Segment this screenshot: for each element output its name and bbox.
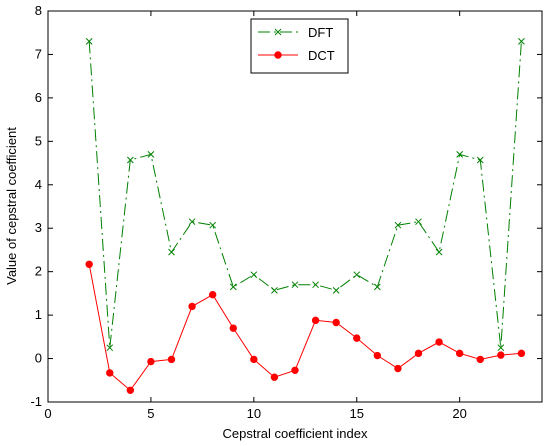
y-tick-label: 0	[35, 351, 42, 366]
x-tick-label: 10	[247, 406, 261, 421]
data-point-dft	[476, 156, 484, 164]
legend-label-dft: DFT	[308, 25, 333, 40]
x-tick-label: 5	[147, 406, 154, 421]
data-point-dct	[497, 351, 505, 359]
data-point-dft	[353, 271, 361, 279]
data-point-dct	[311, 316, 320, 325]
data-point-dct	[394, 364, 402, 373]
series-line-dct	[88, 264, 522, 392]
data-point-dft	[332, 286, 340, 294]
data-point-dft	[209, 221, 217, 229]
y-tick-label: 7	[35, 46, 42, 61]
data-point-dct	[208, 290, 217, 299]
data-point-dct	[167, 355, 176, 364]
data-point-dft	[271, 286, 278, 294]
series-line-dft	[88, 41, 522, 348]
legend-marker-symbol	[274, 28, 282, 36]
legend-marker-symbol	[274, 51, 282, 59]
data-point-dct	[455, 349, 464, 358]
y-tick-label: 1	[35, 307, 42, 322]
data-point-dft	[168, 248, 175, 256]
data-point-dct	[229, 324, 237, 332]
data-point-dct	[188, 302, 196, 311]
data-point-dft	[312, 281, 319, 289]
data-point-dft	[394, 221, 402, 229]
legend-box	[250, 18, 349, 74]
y-tick-label: -1	[30, 394, 42, 409]
series-layer	[85, 38, 526, 394]
data-point-dct	[435, 338, 443, 346]
legend-marker-dft	[274, 28, 282, 36]
x-tick-label: 20	[452, 406, 466, 421]
y-tick-label: 6	[35, 90, 42, 105]
data-point-dct	[106, 369, 114, 377]
data-point-dft	[85, 38, 93, 45]
data-point-dct	[373, 351, 382, 360]
data-point-dft	[147, 151, 155, 158]
data-point-dft	[435, 248, 443, 256]
y-tick-label: 3	[35, 220, 42, 235]
data-point-dft	[188, 218, 196, 226]
data-point-dct	[147, 357, 155, 366]
legend: DFT DCT	[250, 18, 349, 74]
data-point-dft	[229, 283, 237, 291]
data-point-dct	[517, 349, 526, 358]
data-point-dct	[414, 349, 423, 358]
plot-area	[47, 10, 543, 403]
data-point-dct	[126, 386, 135, 394]
y-axis-title: Value of cepstral coefficient	[4, 127, 19, 285]
legend-marker-dct	[274, 51, 282, 59]
legend-label-dct: DCT	[308, 48, 335, 63]
data-point-dct	[353, 334, 361, 342]
data-point-dct	[250, 355, 258, 364]
data-point-dft	[415, 218, 422, 226]
x-tick-label: 15	[350, 406, 364, 421]
y-tick-label: 8	[35, 3, 42, 18]
data-point-dft	[250, 271, 258, 279]
data-point-dct	[291, 366, 299, 374]
y-tick-label: 4	[35, 177, 42, 192]
x-tick-label: 0	[44, 406, 51, 421]
data-point-dft	[456, 151, 464, 158]
data-point-dft	[291, 281, 299, 289]
y-tick-label: 2	[35, 264, 42, 279]
data-point-dft	[106, 344, 114, 352]
data-point-dft	[518, 38, 525, 45]
y-tick-label: 5	[35, 133, 42, 148]
data-point-dft	[497, 344, 505, 352]
data-point-dft	[373, 283, 381, 291]
data-point-dct	[270, 373, 279, 381]
data-point-dft	[126, 156, 134, 164]
data-point-dct	[476, 355, 484, 364]
data-point-dct	[85, 260, 93, 268]
x-axis-title: Cepstral coefficient index	[222, 426, 368, 441]
data-point-dct	[332, 318, 340, 327]
